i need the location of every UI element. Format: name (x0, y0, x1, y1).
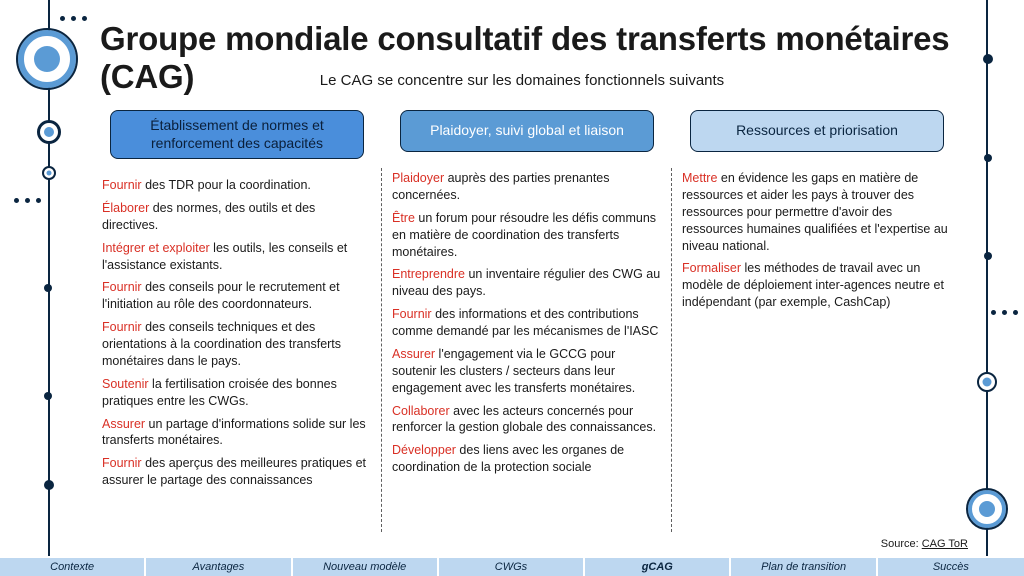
item-verb: Assurer (392, 347, 435, 361)
item-verb: Fournir (102, 280, 142, 294)
deco-dot-r2 (984, 154, 992, 162)
list-item: Intégrer et exploiter les outils, les co… (102, 240, 372, 274)
list-item: Formaliser les méthodes de travail avec … (682, 260, 952, 311)
deco-vline-right (986, 0, 988, 556)
item-verb: Développer (392, 443, 456, 457)
item-text: un forum pour résoudre les défis communs… (392, 211, 656, 259)
list-item: Élaborer des normes, des outils et des d… (102, 200, 372, 234)
item-verb: Formaliser (682, 261, 741, 275)
column-2: Ressources et priorisation Mettre en évi… (672, 110, 962, 532)
list-item: Assurer l'engagement via le GCCG pour so… (392, 346, 662, 397)
list-item: Fournir des conseils techniques et des o… (102, 319, 372, 370)
item-verb: Assurer (102, 417, 145, 431)
deco-ring-large (18, 30, 76, 88)
column-heading-0: Établissement de normes et renforcement … (110, 110, 364, 159)
column-0: Établissement de normes et renforcement … (92, 110, 382, 532)
item-verb: Élaborer (102, 201, 149, 215)
list-item: Mettre en évidence les gaps en matière d… (682, 170, 952, 254)
item-verb: Fournir (102, 178, 142, 192)
list-item: Soutenir la fertilisation croisée des bo… (102, 376, 372, 410)
deco-dots-top-left (60, 16, 87, 21)
columns-container: Établissement de normes et renforcement … (92, 110, 962, 532)
item-verb: Fournir (392, 307, 432, 321)
list-item: Entreprendre un inventaire régulier des … (392, 266, 662, 300)
nav-item-3[interactable]: CWGs (439, 558, 585, 576)
bottom-nav: ContexteAvantagesNouveau modèleCWGsgCAGP… (0, 556, 1024, 576)
deco-ring-small-1 (37, 120, 61, 144)
deco-dots-mid-left (14, 198, 41, 203)
deco-dot-1 (44, 284, 52, 292)
item-verb: Soutenir (102, 377, 149, 391)
column-heading-1: Plaidoyer, suivi global et liaison (400, 110, 654, 152)
item-verb: Intégrer et exploiter (102, 241, 210, 255)
item-verb: Être (392, 211, 415, 225)
deco-ring-small-2 (42, 166, 56, 180)
column-items-2: Mettre en évidence les gaps en matière d… (682, 170, 952, 311)
item-verb: Fournir (102, 456, 142, 470)
item-verb: Fournir (102, 320, 142, 334)
item-text: en évidence les gaps en matière de resso… (682, 171, 948, 253)
list-item: Développer des liens avec les organes de… (392, 442, 662, 476)
item-text: des aperçus des meilleures pratiques et … (102, 456, 366, 487)
deco-dot-r3 (984, 252, 992, 260)
nav-item-6[interactable]: Succès (878, 558, 1024, 576)
column-heading-2: Ressources et priorisation (690, 110, 944, 152)
item-verb: Entreprendre (392, 267, 465, 281)
source-prefix: Source: (881, 538, 922, 550)
deco-dot-r1 (983, 54, 993, 64)
list-item: Collaborer avec les acteurs concernés po… (392, 403, 662, 437)
item-verb: Mettre (682, 171, 717, 185)
deco-dots-right (991, 310, 1018, 315)
list-item: Fournir des conseils pour le recrutement… (102, 279, 372, 313)
item-text: des TDR pour la coordination. (142, 178, 311, 192)
column-items-0: Fournir des TDR pour la coordination. Éla… (102, 177, 372, 489)
nav-item-4[interactable]: gCAG (585, 558, 731, 576)
deco-ring-r2 (968, 490, 1006, 528)
item-verb: Collaborer (392, 404, 450, 418)
list-item: Fournir des aperçus des meilleures prati… (102, 455, 372, 489)
column-1: Plaidoyer, suivi global et liaison Plaid… (382, 110, 672, 532)
list-item: Plaidoyer auprès des parties prenantes c… (392, 170, 662, 204)
source-link[interactable]: CAG ToR (922, 538, 968, 550)
nav-item-2[interactable]: Nouveau modèle (293, 558, 439, 576)
deco-dot-2 (44, 392, 52, 400)
nav-item-1[interactable]: Avantages (146, 558, 292, 576)
list-item: Fournir des TDR pour la coordination. (102, 177, 372, 194)
item-verb: Plaidoyer (392, 171, 444, 185)
list-item: Assurer un partage d'informations solide… (102, 416, 372, 450)
deco-ring-r1 (977, 372, 997, 392)
list-item: Être un forum pour résoudre les défis co… (392, 210, 662, 261)
source-label: Source: CAG ToR (881, 538, 968, 550)
column-items-1: Plaidoyer auprès des parties prenantes c… (392, 170, 662, 476)
deco-dot-3 (44, 480, 54, 490)
nav-item-0[interactable]: Contexte (0, 558, 146, 576)
item-text: des informations et des contributions co… (392, 307, 658, 338)
nav-item-5[interactable]: Plan de transition (731, 558, 877, 576)
page-subtitle: Le CAG se concentre sur les domaines fon… (100, 72, 944, 89)
list-item: Fournir des informations et des contribu… (392, 306, 662, 340)
